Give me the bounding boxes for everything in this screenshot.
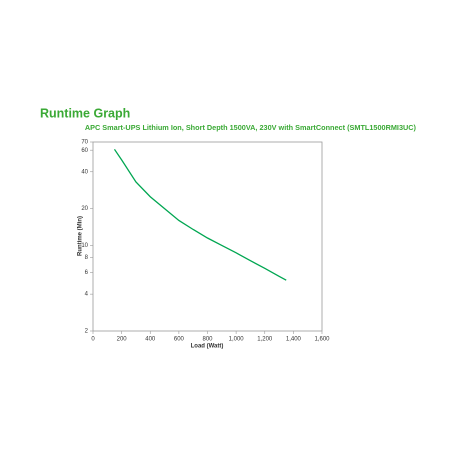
y-axis-label: Runtime (Min): [78, 216, 84, 256]
y-tick-label: 2: [85, 329, 89, 335]
chart-subtitle: APC Smart-UPS Lithium Ion, Short Depth 1…: [85, 123, 417, 132]
x-tick-label: 400: [145, 337, 156, 343]
runtime-line: [113, 148, 287, 281]
y-tick-label: 4: [85, 292, 89, 298]
x-tick-label: 600: [174, 337, 185, 343]
y-tick-label: 8: [85, 255, 89, 261]
y-tick-label: 20: [81, 206, 88, 212]
x-axis-label: Load (Watt): [191, 344, 224, 350]
y-tick-label: 40: [81, 169, 88, 175]
x-tick-label: 800: [202, 337, 213, 343]
y-tick-label: 70: [81, 140, 88, 146]
y-tick-label: 10: [81, 243, 88, 249]
x-tick-label: 1,600: [314, 337, 330, 343]
x-tick-label: 0: [91, 337, 95, 343]
chart-title: Runtime Graph: [40, 106, 130, 120]
y-tick-label: 60: [81, 148, 88, 154]
x-tick-label: 1,200: [257, 337, 273, 343]
x-tick-label: 1,000: [229, 337, 245, 343]
x-tick-label: 1,400: [286, 337, 302, 343]
y-tick-label: 6: [85, 270, 89, 276]
x-tick-label: 200: [117, 337, 128, 343]
